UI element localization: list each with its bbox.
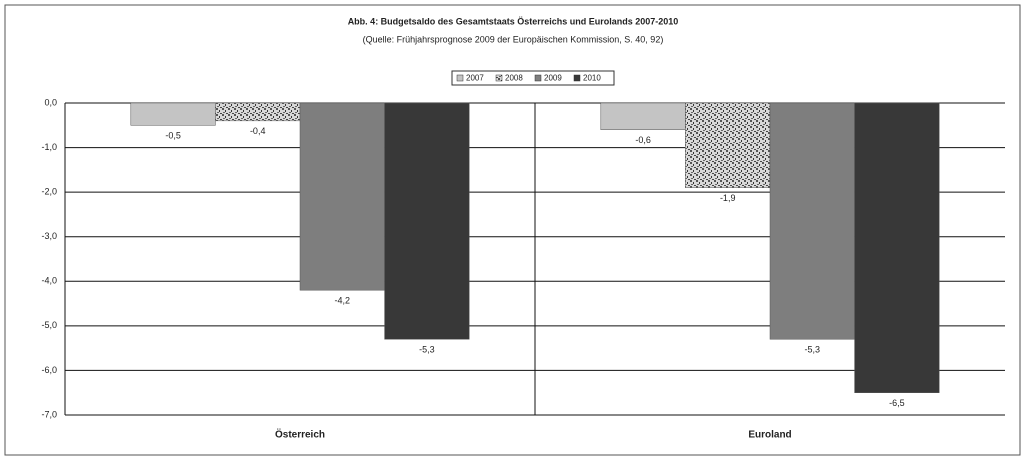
- bar: [215, 102, 301, 122]
- y-tick-label: -7,0: [41, 409, 57, 419]
- bar: [384, 102, 470, 340]
- bar: [685, 102, 771, 188]
- y-tick-label: -1,0: [41, 142, 57, 152]
- chart-title: Abb. 4: Budgetsaldo des Gesamtstaats Öst…: [348, 16, 679, 26]
- x-tick-label: Österreich: [275, 428, 325, 441]
- chart-subtitle: (Quelle: Frühjahrsprognose 2009 der Euro…: [363, 34, 664, 44]
- data-label: -1,9: [720, 193, 736, 203]
- data-label: -0,6: [635, 135, 651, 145]
- y-tick-label: -4,0: [41, 276, 57, 286]
- data-label: -6,5: [889, 398, 905, 408]
- legend-label: 2007: [466, 74, 484, 83]
- legend-swatch: [456, 74, 464, 82]
- legend-swatch: [495, 74, 503, 82]
- x-tick-label: Euroland: [748, 430, 791, 441]
- data-label: -5,3: [419, 345, 435, 355]
- legend-swatch: [573, 74, 581, 82]
- legend-swatch: [534, 74, 542, 82]
- bar: [130, 102, 216, 126]
- data-label: -4,2: [335, 296, 351, 306]
- data-label: -0,5: [165, 131, 181, 141]
- bar: [600, 102, 686, 130]
- bar: [769, 102, 855, 340]
- data-label: -0,4: [250, 126, 266, 136]
- y-tick-label: -6,0: [41, 365, 57, 375]
- data-label: -5,3: [805, 345, 821, 355]
- legend-label: 2010: [583, 74, 601, 83]
- y-tick-label: -2,0: [41, 187, 57, 197]
- legend-label: 2009: [544, 74, 562, 83]
- bar: [854, 102, 940, 393]
- bar: [299, 102, 385, 291]
- legend-label: 2008: [505, 74, 523, 83]
- y-tick-label: -3,0: [41, 231, 57, 241]
- y-tick-label: 0,0: [44, 97, 57, 107]
- y-tick-label: -5,0: [41, 320, 57, 330]
- legend-box: [451, 70, 615, 86]
